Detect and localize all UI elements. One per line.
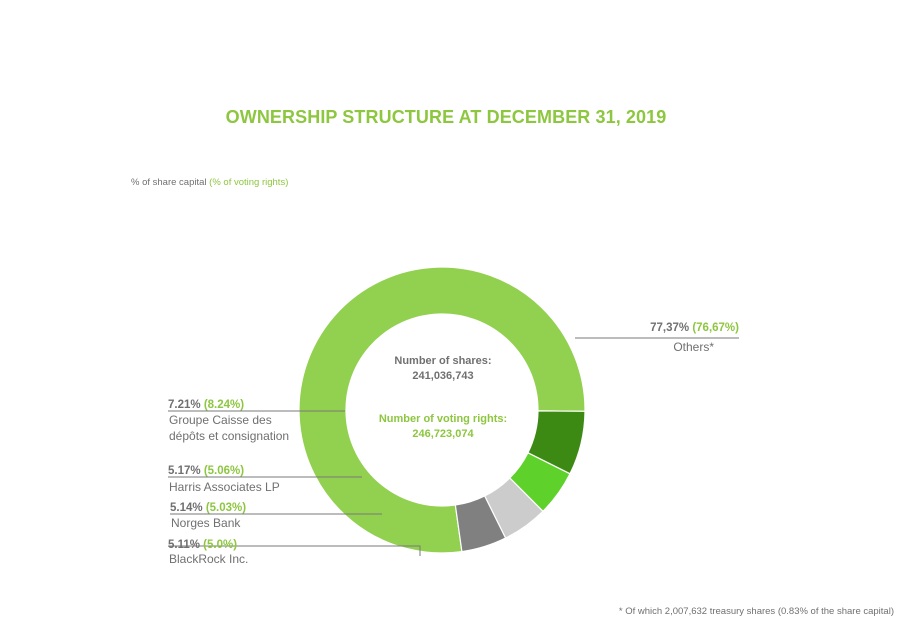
leader-line-blackrock-inc (168, 545, 421, 556)
slice-blackrock-inc (454, 495, 507, 553)
slice-pct-label-others: 77,37% (76,67%) (650, 322, 739, 334)
center-shares-label: Number of shares: (394, 355, 491, 367)
slice-pct-label-blackrock-inc: 5.11% (5.0%) (168, 539, 237, 551)
slice-pct-label-norges-bank: 5.14% (5.03%) (170, 502, 246, 514)
voting-rights-pct: (5.0%) (203, 539, 237, 551)
footnote: * Of which 2,007,632 treasury shares (0.… (618, 606, 894, 617)
voting-rights-pct: (5.06%) (204, 465, 244, 477)
subtitle-voting-rights: (% of voting rights) (209, 177, 289, 188)
chart-title: OWNERSHIP STRUCTURE AT DECEMBER 31, 2019 (225, 107, 667, 127)
share-capital-pct: 5.14% (170, 502, 206, 514)
slice-name-label-norges-bank: Norges Bank (171, 516, 241, 530)
center-shares-value: 241,036,743 (412, 370, 473, 382)
slice-name-label-groupe-caisse-des-d-p-ts-et-consignation-line-1: Groupe Caisse des (169, 413, 272, 427)
subtitle-share-capital: % of share capital (131, 177, 207, 188)
slice-pct-label-groupe-caisse-des-d-p-ts-et-consignation: 7.21% (8.24%) (168, 399, 244, 411)
share-capital-pct: 5.17% (168, 465, 204, 477)
slice-labels: 77,37% (76,67%) Others* 7.21% (8.24%) Group… (168, 322, 739, 566)
leader-lines (168, 337, 739, 556)
share-capital-pct: 5.11% (168, 539, 203, 551)
slice-name-label-blackrock-inc: BlackRock Inc. (169, 552, 248, 566)
center-voting-value: 246,723,074 (412, 428, 474, 440)
voting-rights-pct: (76,67%) (692, 322, 739, 334)
slice-name-label-groupe-caisse-des-d-p-ts-et-consignation-line-2: dépôts et consignation (169, 429, 289, 443)
share-capital-pct: 7.21% (168, 399, 204, 411)
share-capital-pct: 77,37% (650, 322, 692, 334)
voting-rights-pct: (5.03%) (206, 502, 246, 514)
slice-name-label-harris-associates-lp: Harris Associates LP (169, 480, 280, 494)
slice-name-label-others: Others* (673, 340, 714, 354)
chart-subtitle: % of share capital (% of voting rights) (131, 177, 288, 188)
center-voting-label: Number of voting rights: (379, 413, 507, 425)
slice-pct-label-harris-associates-lp: 5.17% (5.06%) (168, 465, 244, 477)
donut-slices (298, 266, 586, 554)
voting-rights-pct: (8.24%) (204, 399, 244, 411)
slice-others (298, 266, 586, 554)
